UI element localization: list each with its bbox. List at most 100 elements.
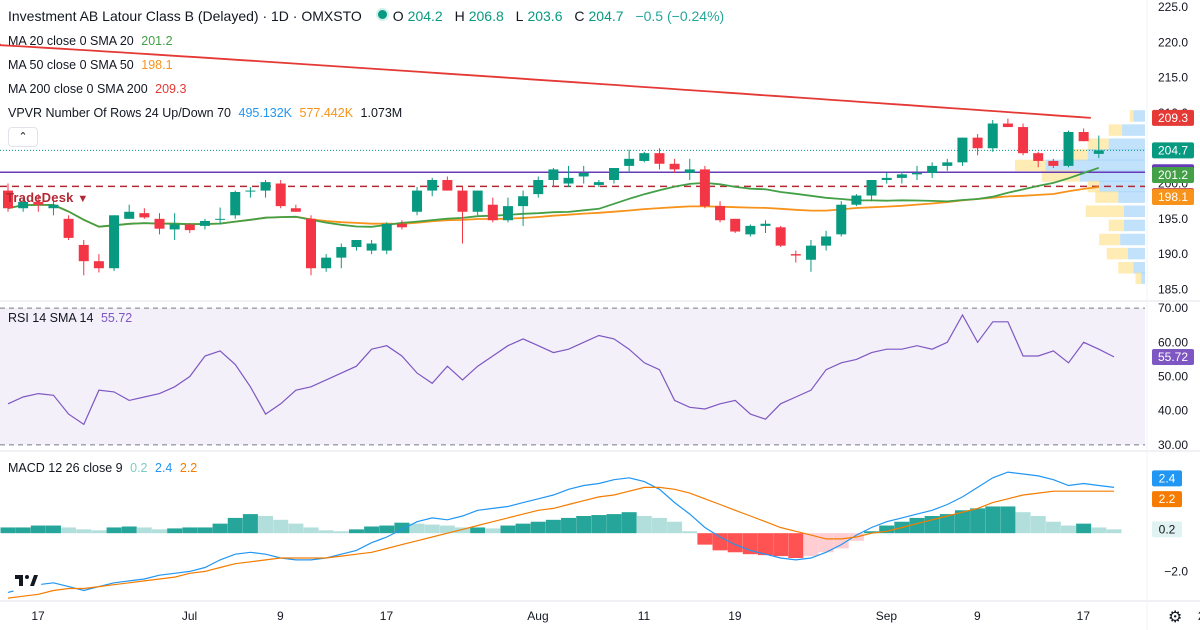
- macd-histogram-bar: [606, 514, 622, 534]
- macd-histogram-bar: [318, 530, 334, 534]
- candle-body: [412, 190, 423, 212]
- macd-histogram-bar: [636, 516, 652, 534]
- macd-histogram-bar: [455, 527, 470, 534]
- volume-profile-down-bar: [1108, 219, 1124, 232]
- macd-histogram-bar: [773, 533, 789, 557]
- candle-body: [578, 172, 589, 177]
- tradedesk-annotation[interactable]: TradeDesk ▼: [6, 190, 89, 205]
- legend-vpvr[interactable]: VPVR Number Of Rows 24 Up/Down 70 495.13…: [8, 106, 403, 120]
- macd-histogram-bar: [424, 524, 440, 534]
- gear-icon[interactable]: ⚙: [1168, 609, 1183, 626]
- macd-histogram-bar: [1015, 512, 1031, 534]
- macd-histogram-bar: [288, 523, 304, 534]
- candle-body: [18, 201, 29, 209]
- time-tick-label: 19: [728, 609, 742, 623]
- price-tick-label: 195.0: [1158, 212, 1188, 226]
- ohlc-high: H 206.8: [454, 8, 504, 24]
- candle-body: [154, 218, 165, 229]
- ohlc-open: O 204.2: [392, 8, 443, 24]
- legend-ma200[interactable]: MA 200 close 0 SMA 200 209.3: [8, 82, 187, 96]
- macd-histogram-bar: [303, 527, 319, 534]
- price-tick-label: 185.0: [1158, 282, 1188, 296]
- candle-body: [715, 206, 726, 221]
- candle-body: [866, 180, 877, 196]
- time-tick-label: 11: [638, 609, 651, 623]
- candle-body: [730, 218, 741, 232]
- candle-body: [790, 254, 801, 256]
- macd-histogram-bar: [348, 529, 364, 534]
- macd-histogram-bar: [106, 527, 122, 534]
- macd-histogram-bar: [0, 527, 16, 534]
- macd-histogram-bar: [591, 515, 607, 534]
- macd-histogram-bar: [121, 526, 137, 534]
- candle-body: [442, 180, 453, 191]
- time-tick-label: Jul: [182, 609, 197, 623]
- volume-profile-up-bar: [1108, 138, 1145, 150]
- candle-body: [457, 190, 468, 212]
- vpvr-total: 1.073M: [360, 106, 403, 120]
- macd-histogram-bar: [727, 533, 743, 553]
- candle-body: [669, 163, 680, 170]
- rsi-tick-label: 60.00: [1158, 335, 1188, 349]
- candle-body: [609, 168, 619, 180]
- macd-histogram-bar: [667, 521, 683, 534]
- volume-profile-down-bar: [1095, 191, 1119, 203]
- candle-body: [912, 172, 922, 175]
- candle-body: [351, 240, 362, 248]
- price-badge: [1152, 167, 1194, 184]
- macd-histogram-bar: [152, 529, 167, 534]
- macd-badge: [1152, 521, 1182, 538]
- candle-body: [563, 177, 574, 184]
- tradingview-logo-icon[interactable]: [8, 566, 42, 594]
- price-badge: [1152, 109, 1194, 126]
- time-tick-label: 17: [380, 609, 394, 623]
- candle-body: [548, 169, 559, 180]
- macd-histogram-bar: [545, 519, 561, 534]
- macd-histogram-bar: [394, 522, 410, 534]
- macd-hist-value: 0.2: [130, 461, 148, 475]
- candle-body: [927, 165, 938, 173]
- ma200-value: 209.3: [155, 82, 187, 96]
- macd-histogram-bar: [788, 533, 804, 558]
- macd-histogram-bar: [227, 517, 243, 534]
- candle-body: [427, 180, 438, 191]
- macd-histogram-bar: [379, 525, 395, 534]
- legend-ma20[interactable]: MA 20 close 0 SMA 20 201.2: [8, 34, 173, 48]
- volume-profile-up-bar: [1141, 272, 1145, 285]
- candle-body: [472, 190, 483, 212]
- macd-histogram-bar: [697, 533, 713, 545]
- candle-body: [290, 208, 301, 212]
- macd-histogram-bar: [561, 517, 577, 534]
- macd-badge: [1152, 491, 1182, 508]
- collapse-legend-button[interactable]: ⌃: [8, 127, 38, 147]
- legend-macd[interactable]: MACD 12 26 close 9 0.2 2.4 2.2: [8, 461, 198, 475]
- candle-body: [760, 223, 771, 226]
- time-tick-label: 17: [1077, 609, 1091, 623]
- time-tick-label: 25: [1198, 609, 1200, 623]
- macd-histogram-bar: [939, 514, 955, 534]
- time-tick-label: 9: [974, 609, 981, 623]
- candle-body: [3, 190, 13, 209]
- candle-body: [1078, 132, 1089, 142]
- candle-body: [684, 169, 695, 173]
- candle-body: [972, 137, 983, 149]
- ohlc-low: L 203.6: [515, 8, 563, 24]
- macd-histogram-bar: [212, 523, 228, 534]
- candle-body: [215, 218, 226, 220]
- candle-body: [518, 196, 529, 207]
- macd-histogram-bar: [197, 527, 213, 534]
- legend-rsi[interactable]: RSI 14 SMA 14 55.72: [8, 311, 133, 325]
- candle-body: [487, 204, 498, 221]
- macd-histogram-bar: [864, 531, 880, 534]
- volume-profile-down-bar: [1106, 247, 1128, 260]
- candle-body: [593, 182, 604, 185]
- signal-value: 2.2: [179, 461, 198, 475]
- price-tick-label: 220.0: [1158, 35, 1188, 49]
- macd-badge: [1152, 470, 1182, 487]
- time-tick-label: 17: [31, 609, 45, 623]
- legend-ma50[interactable]: MA 50 close 0 SMA 50 198.1: [8, 58, 173, 72]
- macd-histogram-bar: [45, 525, 61, 534]
- rsi-tick-label: 40.00: [1158, 404, 1188, 418]
- macd-histogram-bar: [273, 519, 289, 534]
